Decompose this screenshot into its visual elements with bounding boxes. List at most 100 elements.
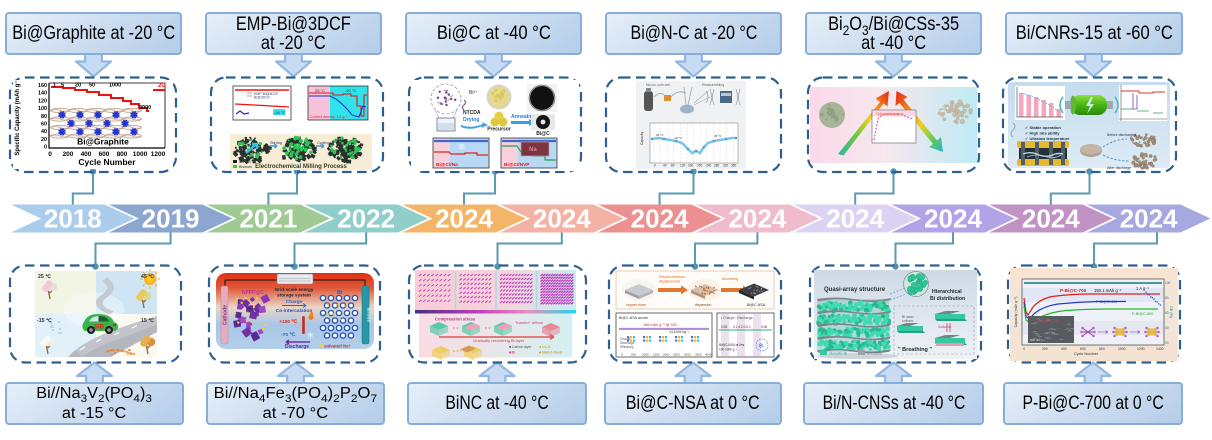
svg-text:20: 20: [41, 137, 47, 143]
svg-text:Electrochemical Milling Proces: Electrochemical Milling Process: [255, 164, 347, 170]
svg-text:Quasi-array structure: Quasi-array structure: [824, 287, 886, 293]
svg-text:■ Na₃Bi: ■ Na₃Bi: [539, 345, 551, 349]
svg-text:120: 120: [38, 98, 47, 104]
svg-text:Bi@C-NSA: Bi@C-NSA: [747, 303, 766, 307]
svg-text:✓ Ultralow temperature: ✓ Ultralow temperature: [1025, 136, 1070, 141]
svg-text:solvated Na⁺: solvated Na⁺: [324, 344, 351, 349]
svg-text:Bi@3DCF: Bi@3DCF: [254, 96, 270, 100]
svg-text:280: 280: [714, 164, 720, 168]
svg-text:2024: 2024: [631, 204, 689, 234]
svg-text:400: 400: [1061, 347, 1067, 351]
svg-text:Stirring: Stirring: [270, 141, 282, 145]
svg-text:Grid-scale energy: Grid-scale energy: [275, 287, 314, 292]
svg-text:60: 60: [1165, 311, 1169, 315]
svg-text:1500: 1500: [653, 353, 660, 357]
svg-text:166 mAh g⁻¹ @ 50C: 166 mAh g⁻¹ @ 50C: [643, 323, 678, 327]
svg-text:Compression stress: Compression stress: [435, 317, 476, 322]
svg-text:4000: 4000: [705, 353, 712, 357]
svg-text:NFPP@C: NFPP@C: [242, 290, 264, 296]
svg-text:storage system: storage system: [277, 293, 311, 298]
svg-text:3500: 3500: [695, 353, 702, 357]
svg-text:2024: 2024: [728, 204, 786, 234]
svg-text:Na-ion coin cell: Na-ion coin cell: [646, 83, 670, 87]
svg-text:Bi@C-NSA at 0℃: Bi@C-NSA at 0℃: [719, 343, 745, 347]
svg-text:■ Carbon layer: ■ Carbon layer: [509, 345, 532, 349]
svg-text:NTCDA: NTCDA: [463, 110, 481, 116]
svg-text:P-Bi@C-700: P-Bi@C-700: [1038, 319, 1058, 323]
svg-text:Cycle Number: Cycle Number: [1074, 352, 1099, 356]
svg-text:0: 0: [48, 151, 52, 158]
svg-text:0: 0: [654, 164, 656, 168]
svg-text:2019: 2019: [142, 204, 200, 234]
svg-text:2500: 2500: [673, 353, 680, 357]
svg-text:Cycling: Cycling: [317, 141, 329, 145]
svg-text:2024: 2024: [1022, 204, 1080, 234]
svg-text:40: 40: [41, 129, 47, 135]
svg-text:25 °C: 25 °C: [656, 133, 664, 137]
svg-text:displacement: displacement: [659, 280, 681, 284]
svg-text:" Breathing ": " Breathing ": [898, 347, 932, 353]
svg-text:14.6 kW kg⁻¹: 14.6 kW kg⁻¹: [669, 330, 690, 334]
svg-text:100: 100: [1165, 281, 1171, 285]
svg-text:25 °C: 25 °C: [315, 88, 325, 93]
svg-text:15 ℃: 15 ℃: [141, 317, 154, 324]
svg-text:Bi@C//Na: Bi@C//Na: [436, 162, 458, 168]
svg-text:Metallic Bi: Metallic Bi: [829, 351, 847, 356]
svg-text:After discharge: After discharge: [1107, 166, 1131, 170]
svg-text:-20 °C: -20 °C: [345, 88, 356, 93]
svg-text:Cathode: Cathode: [223, 305, 229, 325]
svg-text:Discharge: Discharge: [285, 344, 309, 350]
svg-text:2C: 2C: [158, 83, 166, 89]
svg-text:P-Bi@C-700: P-Bi@C-700: [1060, 288, 1087, 293]
svg-text:80: 80: [1165, 296, 1169, 300]
svg-text:240: 240: [706, 164, 712, 168]
svg-text:0: 0: [621, 353, 623, 357]
svg-text:200: 200: [697, 164, 703, 168]
svg-text:Before discharged: Before discharged: [1107, 133, 1136, 137]
svg-text:Efficiency: Efficiency: [620, 345, 634, 349]
svg-text:Precursor: Precursor: [487, 127, 511, 133]
svg-text:160: 160: [688, 164, 694, 168]
svg-text:20: 20: [1165, 341, 1169, 345]
svg-text:2024: 2024: [924, 204, 982, 234]
svg-text:Annealing: Annealing: [511, 114, 536, 120]
svg-text:Drying: Drying: [463, 117, 479, 123]
svg-text:EMP-Bi@3DCF: EMP-Bi@3DCF: [254, 92, 279, 96]
svg-text:500 nm: 500 nm: [1030, 338, 1041, 342]
svg-text:✓ High rate ability: ✓ High rate ability: [1025, 131, 1060, 136]
svg-text:1: 1: [53, 83, 56, 89]
svg-text:Charge: Charge: [620, 337, 631, 341]
svg-text:❄: ❄: [458, 142, 466, 152]
svg-text:-70 ℃: -70 ℃: [281, 331, 295, 338]
svg-text:2000: 2000: [663, 353, 670, 357]
svg-text:Bismuth: Bismuth: [239, 165, 252, 169]
svg-text:Bi: Bi: [337, 290, 343, 296]
svg-text:0: 0: [44, 145, 47, 151]
svg-text:40: 40: [1165, 326, 1169, 330]
svg-text:Bi@Graphite: Bi@Graphite: [77, 137, 129, 147]
svg-text:80: 80: [41, 114, 47, 120]
svg-text:❄: ❄: [307, 331, 314, 340]
svg-text:160: 160: [38, 83, 47, 89]
svg-text:2024: 2024: [826, 204, 884, 234]
svg-text:Sodiation: Sodiation: [938, 325, 952, 329]
svg-text:2024: 2024: [1120, 204, 1178, 234]
svg-text:Reassembling: Reassembling: [702, 83, 724, 87]
svg-text:1200: 1200: [151, 151, 166, 158]
svg-text:2018: 2018: [44, 204, 102, 234]
svg-text:Hierarchical: Hierarchical: [932, 289, 962, 295]
svg-text:Bi@C: Bi@C: [536, 131, 550, 137]
svg-text:800: 800: [117, 151, 128, 158]
svg-text:1200: 1200: [1137, 347, 1145, 351]
svg-text:Current density: 1 A g⁻¹: Current density: 1 A g⁻¹: [310, 115, 348, 119]
svg-text:dispersion: dispersion: [695, 303, 711, 307]
svg-text:5: 5: [61, 83, 64, 89]
svg-text:Optimized kinetics: Optimized kinetics: [876, 112, 904, 116]
svg-text:CE (%): CE (%): [1169, 306, 1173, 318]
svg-text:❄: ❄: [758, 342, 764, 350]
svg-text:Gradually recovering Bi layer: Gradually recovering Bi layer: [473, 338, 525, 343]
svg-text:3000: 3000: [139, 105, 151, 111]
svg-text:0.05: 0.05: [721, 325, 727, 329]
svg-text:150.1 mAh g⁻¹: 150.1 mAh g⁻¹: [1094, 288, 1122, 293]
svg-text:Co-intercalation: Co-intercalation: [276, 308, 313, 314]
